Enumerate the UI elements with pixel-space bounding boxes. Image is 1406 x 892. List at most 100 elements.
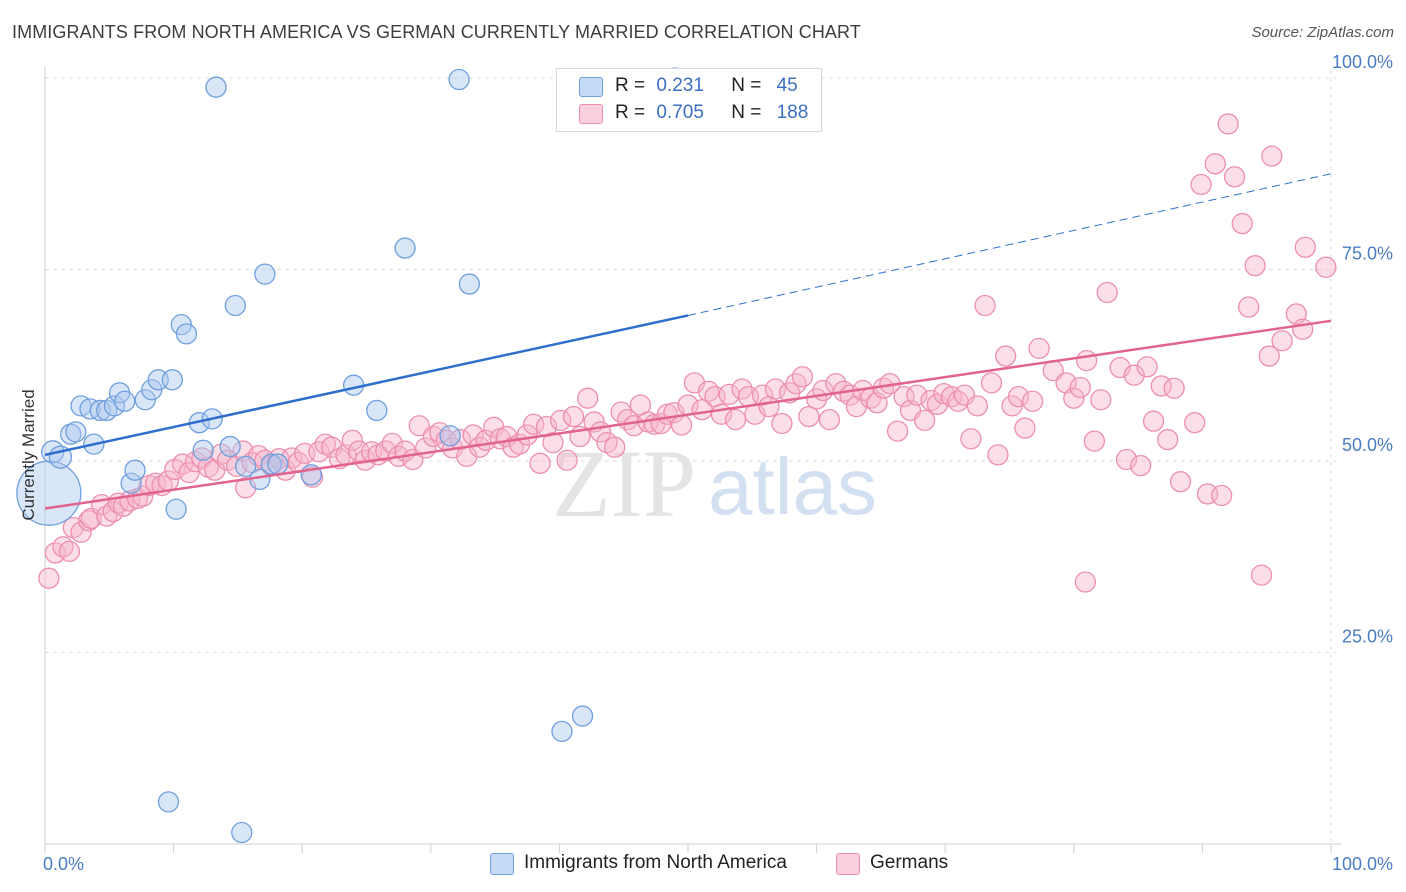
germans-point	[1007, 386, 1030, 408]
immigrants-point	[234, 455, 257, 478]
germans-point	[523, 413, 545, 435]
germans-point	[670, 414, 693, 436]
germans-point	[994, 345, 1017, 367]
immigrants-point	[165, 498, 187, 520]
n-label: N =	[731, 75, 762, 96]
immigrants-point	[267, 453, 289, 475]
immigrants-point	[103, 395, 126, 417]
germans-point	[1244, 255, 1266, 277]
immigrants-point	[260, 453, 282, 475]
series-legend: Immigrants from North America Germans	[0, 852, 1406, 878]
r-label: R =	[615, 75, 646, 96]
germans-point	[550, 409, 572, 432]
source-credit: Source: ZipAtlas.com	[1251, 24, 1394, 41]
legend-text: R = 0.231 N = 45	[615, 75, 798, 97]
germans-point	[906, 384, 928, 406]
x-tick-label: 0.0%	[43, 854, 84, 874]
germans-point	[1250, 564, 1273, 586]
watermark-zip: ZIP	[552, 430, 696, 537]
trend-line-germans	[44, 319, 1332, 510]
germans-point	[966, 395, 988, 417]
n-value: 188	[776, 102, 809, 123]
germans-point	[974, 294, 996, 317]
germans-point	[1142, 410, 1165, 432]
germans-point	[1238, 296, 1260, 318]
immigrants-point	[16, 460, 82, 526]
germans-point	[1076, 350, 1098, 372]
trend-line-immigrants	[44, 314, 689, 457]
germans-point	[1261, 145, 1283, 167]
germans-point	[529, 452, 551, 474]
immigrants-point	[192, 439, 214, 461]
y-tick-label: 100.0%	[1332, 52, 1393, 72]
y-tick-label: 25.0%	[1342, 627, 1393, 647]
immigrants-point	[205, 76, 227, 98]
immigrants-point	[65, 421, 87, 443]
germans-point	[798, 405, 820, 428]
germans-point	[1163, 377, 1185, 399]
legend-text: R = 0.705 N = 188	[615, 102, 808, 124]
legend-label: Germans	[870, 852, 949, 873]
immigrants-point	[224, 294, 246, 317]
germans-point	[886, 420, 909, 442]
germans-point	[987, 444, 1009, 466]
immigrants-point	[571, 705, 594, 727]
legend-swatch-immigrants	[490, 853, 514, 875]
n-value: 45	[776, 75, 798, 96]
germans-point	[1074, 571, 1097, 593]
germans-point	[58, 540, 81, 563]
germans-point	[1090, 389, 1112, 411]
y-tick-label: 75.0%	[1342, 244, 1393, 264]
germans-point	[920, 389, 942, 412]
germans-point	[1028, 337, 1050, 360]
germans-point	[604, 436, 626, 458]
immigrants-point	[161, 369, 183, 391]
germans-point	[1021, 390, 1044, 412]
germans-point	[1069, 376, 1091, 399]
germans-point	[1211, 484, 1233, 507]
legend-swatch-germans	[579, 104, 603, 124]
r-label: R =	[615, 102, 646, 123]
germans-point	[577, 387, 599, 409]
immigrants-point	[394, 237, 416, 259]
germans-point	[980, 372, 1003, 394]
legend-swatch-immigrants	[579, 77, 603, 97]
germans-point	[178, 461, 200, 484]
germans-point	[791, 366, 814, 388]
immigrants-point	[231, 821, 253, 844]
immigrants-point	[254, 263, 276, 285]
germans-point	[1184, 412, 1206, 434]
germans-point	[1130, 454, 1152, 477]
tick-labels: 25.0% 50.0% 75.0% 100.0% 0.0% 100.0%	[43, 52, 1393, 874]
germans-point	[381, 432, 403, 455]
y-axis-label: Currently Married	[19, 389, 38, 520]
immigrants-point	[448, 68, 470, 91]
stats-legend: R = 0.231 N = 45 R = 0.705 N = 188	[556, 68, 822, 132]
germans-point	[341, 429, 364, 451]
germans-point	[1315, 256, 1337, 278]
immigrants-point	[175, 323, 198, 345]
trend-lines	[44, 173, 1332, 510]
germans-point	[1294, 236, 1316, 258]
germans-point	[1258, 345, 1280, 367]
watermark: ZIP atlas	[552, 430, 877, 537]
germans-point	[1150, 375, 1172, 397]
immigrants-point	[366, 399, 388, 422]
r-value: 0.231	[656, 75, 704, 96]
germans-point	[771, 412, 793, 435]
germans-point	[1223, 166, 1246, 188]
immigrants-point	[120, 472, 142, 494]
germans-point	[1204, 153, 1226, 175]
germans-point	[542, 431, 564, 454]
germans-point	[1083, 430, 1106, 452]
immigrants-point	[439, 425, 461, 447]
germans-point	[1271, 330, 1293, 352]
watermark-atlas: atlas	[708, 442, 877, 531]
germans-point	[38, 567, 60, 589]
trend-line-immigrants-projection	[687, 173, 1332, 316]
germans-point	[556, 449, 578, 471]
germans-point	[960, 428, 982, 450]
immigrants-point	[219, 435, 241, 458]
germans-point	[1190, 173, 1212, 196]
